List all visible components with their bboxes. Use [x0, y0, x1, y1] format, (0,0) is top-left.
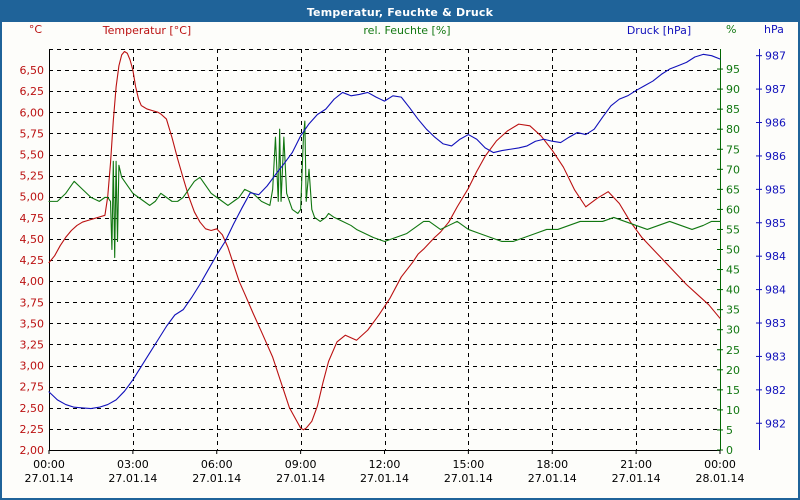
- window-title: Temperatur, Feuchte & Druck: [306, 5, 494, 19]
- legend-label-pressure: Druck [hPa]: [627, 24, 691, 37]
- left-axis-tick: 4,25: [20, 254, 45, 267]
- humidity-axis-tick: 10: [726, 404, 740, 417]
- humidity-axis-tick: 40: [726, 284, 740, 297]
- window-titlebar: Temperatur, Feuchte & Druck: [2, 2, 798, 22]
- humidity-axis-tick: 95: [726, 63, 740, 76]
- x-axis-date-label: 28.01.14: [696, 472, 745, 485]
- series-line-pressure: [48, 53, 721, 410]
- left-axis-tick: 5,50: [20, 149, 45, 162]
- left-axis-tick: 4,75: [20, 212, 45, 225]
- x-axis-time-label: 00:00: [704, 458, 736, 471]
- humidity-axis-tick: 30: [726, 324, 740, 337]
- humidity-axis-tick: 75: [726, 143, 740, 156]
- series-line-humidity: [48, 120, 721, 259]
- x-axis-time-label: 03:00: [117, 458, 149, 471]
- pressure-axis-tick: 984: [765, 250, 786, 263]
- pressure-axis-tick: 983: [765, 350, 786, 363]
- humidity-axis-tick: 25: [726, 344, 740, 357]
- x-axis-date-label: 27.01.14: [528, 472, 577, 485]
- chart-svg: Temperatur [°C] rel. Feuchte [%] Druck [hP…: [20, 23, 787, 485]
- pressure-axis-tick: 985: [765, 217, 786, 230]
- x-axis-time: 00:0027.01.1403:0027.01.1406:0027.01.140…: [25, 450, 745, 485]
- humidity-axis-tick: 90: [726, 83, 740, 96]
- pressure-axis-tick: 987: [765, 50, 786, 63]
- x-axis-time-label: 09:00: [285, 458, 317, 471]
- x-axis-date-label: 27.01.14: [360, 472, 409, 485]
- humidity-axis-unit: %: [726, 23, 736, 36]
- pressure-axis-tick: 982: [765, 417, 786, 430]
- series-line-temperature: [48, 50, 721, 431]
- chart-gridlines: [49, 49, 720, 451]
- left-axis-tick: 2,25: [20, 423, 45, 436]
- x-axis-time-label: 12:00: [369, 458, 401, 471]
- humidity-axis-tick: 70: [726, 163, 740, 176]
- left-axis-tick: 2,75: [20, 381, 45, 394]
- left-axis-tick: 4,00: [20, 275, 45, 288]
- left-axis-tick: 6,00: [20, 106, 45, 119]
- x-axis-date-label: 27.01.14: [612, 472, 661, 485]
- pressure-axis-tick: 983: [765, 317, 786, 330]
- left-axis-tick: 3,25: [20, 338, 45, 351]
- pressure-axis-tick: 984: [765, 284, 786, 297]
- left-axis-tick: 6,25: [20, 85, 45, 98]
- pressure-axis-tick: 986: [765, 117, 786, 130]
- humidity-axis-tick: 5: [726, 424, 733, 437]
- x-axis-time-label: 06:00: [201, 458, 233, 471]
- left-axis-tick: 5,00: [20, 191, 45, 204]
- right-axis-pressure: hPa 987 987 986 986 985 985 984 984 983 983 982 982: [756, 23, 786, 430]
- x-axis-date-label: 27.01.14: [25, 472, 74, 485]
- pressure-axis-unit: hPa: [764, 23, 784, 36]
- chart-canvas: Temperatur [°C] rel. Feuchte [%] Druck [hP…: [2, 22, 798, 498]
- x-axis-time-label: 21:00: [620, 458, 652, 471]
- left-axis-tick: 2,50: [20, 402, 45, 415]
- left-axis-tick: 3,75: [20, 296, 45, 309]
- humidity-axis-tick: 65: [726, 183, 740, 196]
- legend-label-humidity: rel. Feuchte [%]: [363, 24, 450, 37]
- left-axis-tick: 5,25: [20, 170, 45, 183]
- left-axis-unit: °C: [29, 23, 43, 36]
- humidity-axis-tick: 15: [726, 384, 740, 397]
- x-axis-date-label: 27.01.14: [444, 472, 493, 485]
- humidity-axis-tick: 45: [726, 264, 740, 277]
- x-axis-date-label: 27.01.14: [276, 472, 325, 485]
- pressure-axis-tick: 987: [765, 83, 786, 96]
- left-axis-tick: 3,00: [20, 360, 45, 373]
- left-axis-tick: 2,00: [20, 444, 45, 457]
- chart-legend: Temperatur [°C] rel. Feuchte [%] Druck [hP…: [102, 24, 691, 37]
- pressure-axis-tick: 982: [765, 384, 786, 397]
- humidity-axis-tick: 20: [726, 364, 740, 377]
- x-axis-date-label: 27.01.14: [108, 472, 157, 485]
- humidity-axis-tick: 50: [726, 244, 740, 257]
- chart-series: [48, 50, 721, 431]
- humidity-axis-tick: 35: [726, 304, 740, 317]
- humidity-axis-tick: 60: [726, 203, 740, 216]
- pressure-axis-tick: 985: [765, 183, 786, 196]
- humidity-axis-tick: 0: [726, 444, 733, 457]
- x-axis-time-label: 00:00: [33, 458, 65, 471]
- x-axis-time-label: 18:00: [536, 458, 568, 471]
- left-axis-tick: 3,50: [20, 317, 45, 330]
- pressure-axis-tick: 986: [765, 150, 786, 163]
- x-axis-time-label: 15:00: [453, 458, 485, 471]
- left-axis-temperature: °C 6,50 6,25 6,00 5,75 5,50 5,25 5,00 4,75 4,50 4,…: [20, 23, 45, 457]
- left-axis-tick: 5,75: [20, 127, 45, 140]
- x-axis-date-label: 27.01.14: [192, 472, 241, 485]
- legend-label-temperature: Temperatur [°C]: [102, 24, 191, 37]
- left-axis-tick: 4,50: [20, 233, 45, 246]
- left-axis-tick: 6,50: [20, 64, 45, 77]
- humidity-axis-tick: 80: [726, 123, 740, 136]
- humidity-axis-tick: 55: [726, 223, 740, 236]
- humidity-axis-tick: 85: [726, 103, 740, 116]
